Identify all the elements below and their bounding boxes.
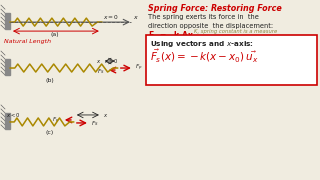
Bar (5, 113, 10, 129)
Text: $F_S$: $F_S$ (91, 120, 98, 128)
Text: (b): (b) (45, 78, 54, 83)
Text: Natural Length: Natural Length (4, 39, 51, 44)
Text: $x$: $x$ (96, 58, 101, 65)
Bar (5, 13, 10, 29)
Text: Spring Force: Restoring Force: Spring Force: Restoring Force (148, 4, 282, 13)
Text: $F_p$: $F_p$ (135, 63, 142, 73)
Text: K, spring constant is a measure
of the stiffness of the spring: K, spring constant is a measure of the s… (194, 29, 277, 41)
Text: $\mathbf{F_S}$ = - $\mathbf{k}$ $\mathbf{\Delta x}$: $\mathbf{F_S}$ = - $\mathbf{k}$ $\mathbf… (148, 29, 194, 42)
Text: (a): (a) (51, 32, 59, 37)
Text: $x < 0$: $x < 0$ (6, 111, 21, 119)
FancyBboxPatch shape (146, 35, 317, 85)
Text: Using vectors and $x$-axis:: Using vectors and $x$-axis: (150, 39, 254, 49)
Text: $F_S$: $F_S$ (97, 68, 105, 76)
Text: $\vec{F_s}(x) = -k(x - x_0)\,\vec{u_x}$: $\vec{F_s}(x) = -k(x - x_0)\,\vec{u_x}$ (150, 48, 258, 65)
Text: (c): (c) (46, 130, 54, 135)
Text: $x > 0$: $x > 0$ (104, 57, 118, 65)
Text: The spring exerts its force in  the
direction opposite  the displacement:: The spring exerts its force in the direc… (148, 14, 273, 29)
Bar (5, 59, 10, 75)
Text: $x$: $x$ (103, 112, 108, 119)
Text: $x=0$: $x=0$ (103, 13, 119, 21)
Text: $F_p$: $F_p$ (52, 116, 60, 126)
Text: $x$: $x$ (133, 14, 139, 21)
